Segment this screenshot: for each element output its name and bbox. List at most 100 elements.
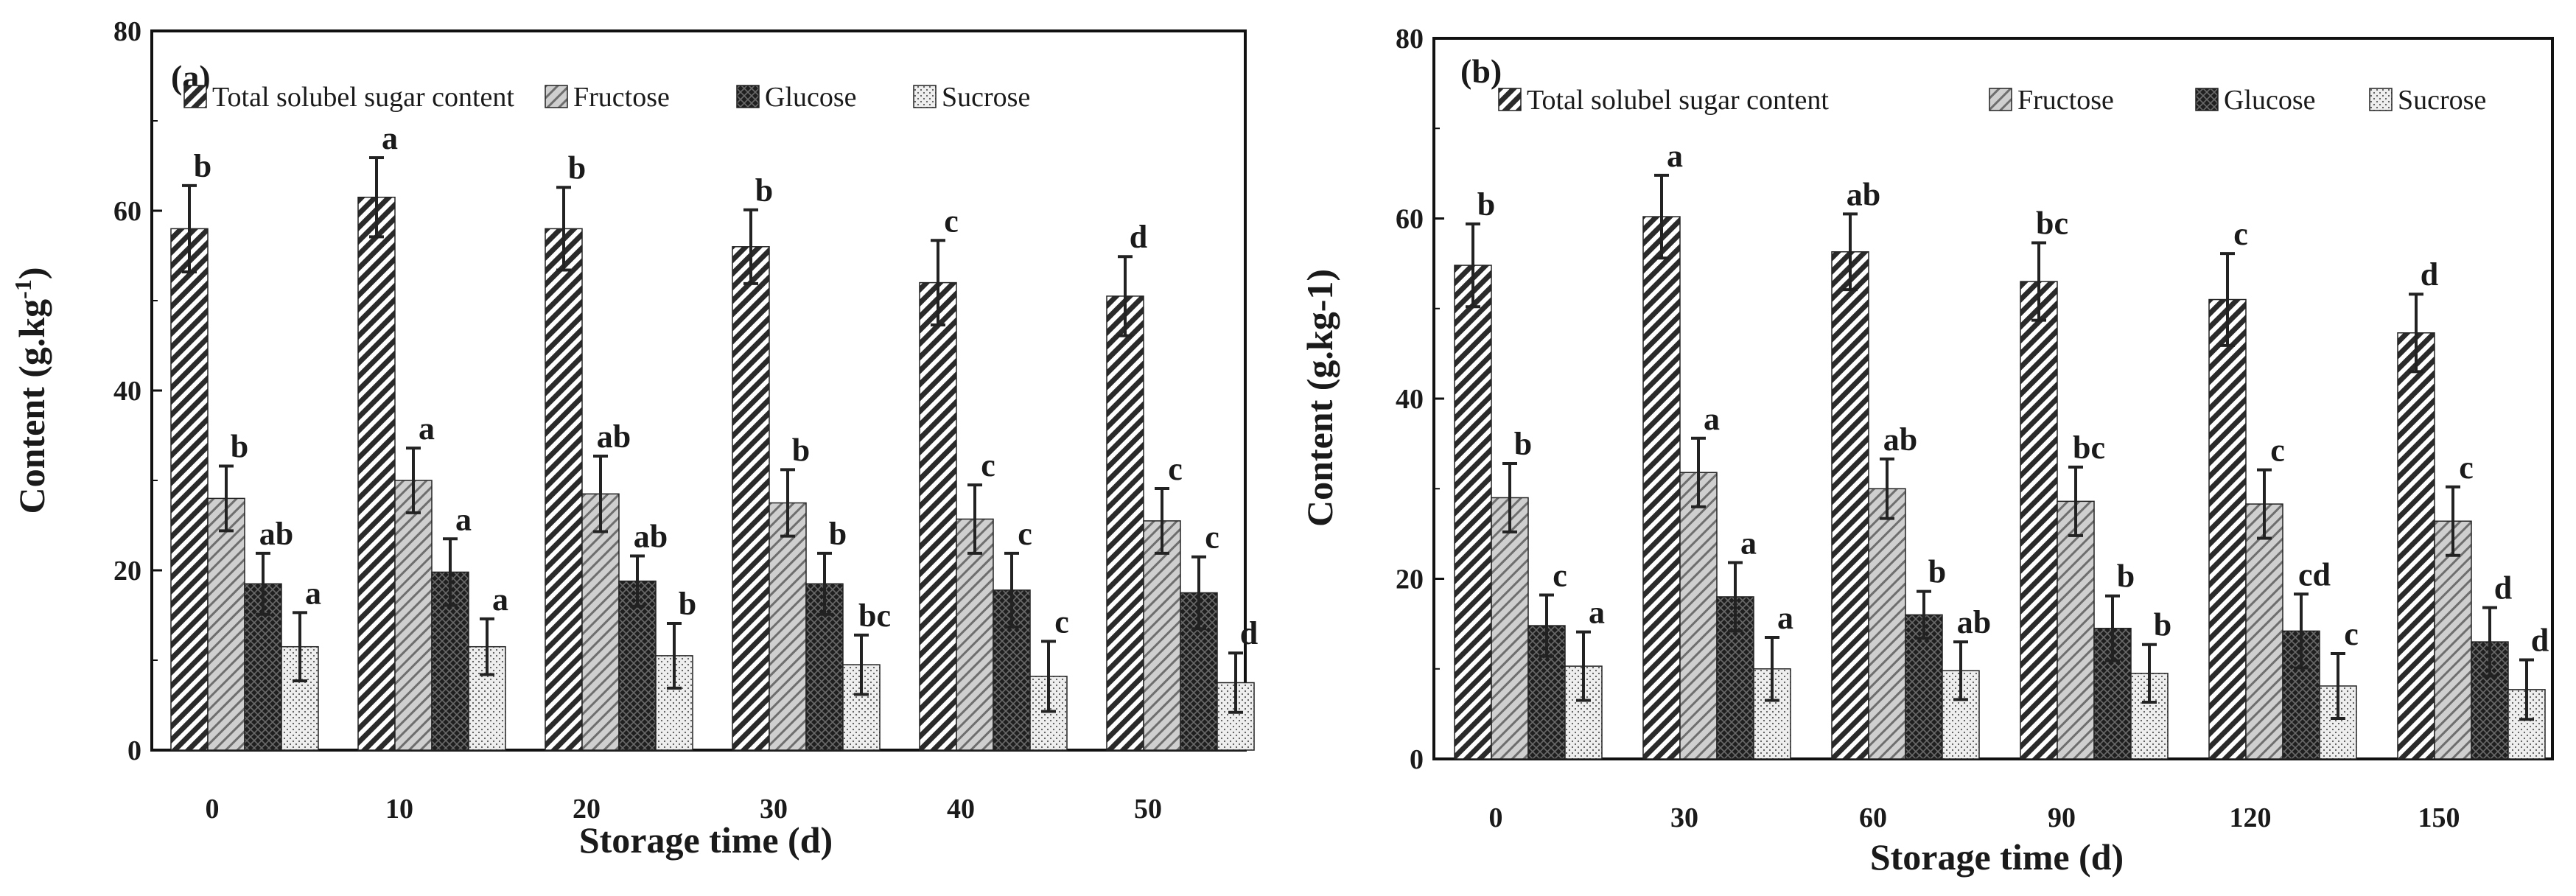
- y-tick-label: 0: [1410, 744, 1424, 775]
- legend-item-sucrose: Sucrose: [2369, 85, 2486, 116]
- bar-total: [170, 228, 209, 751]
- significance-letter: b: [1514, 426, 1532, 462]
- significance-letter: ab: [634, 518, 668, 554]
- significance-letter: b: [792, 432, 810, 468]
- bar-total: [2020, 281, 2058, 760]
- bar-fructose: [2434, 520, 2472, 760]
- bar-total: [1831, 251, 1869, 760]
- significance-letter: c: [1168, 451, 1183, 487]
- significance-letter: d: [2531, 623, 2549, 659]
- bar-total: [919, 281, 957, 751]
- bar-group-10: a a a a: [357, 120, 508, 751]
- significance-letter: b: [1928, 554, 1946, 590]
- significance-letter: a: [419, 410, 435, 447]
- significance-letter: b: [568, 150, 586, 186]
- significance-letter: ab: [1883, 421, 1917, 458]
- bar-group-30: a a a a: [1642, 138, 1793, 760]
- bar-total: [732, 246, 770, 751]
- significance-letter: ab: [1847, 176, 1880, 212]
- significance-letter: c: [2270, 433, 2285, 469]
- y-axis-ticks: 0 20 40 60 80: [113, 16, 162, 766]
- x-tick-label: 0: [1489, 802, 1503, 833]
- significance-letter: c: [2344, 616, 2359, 652]
- x-tick-label: 30: [1670, 802, 1698, 833]
- significance-letter: a: [1667, 138, 1683, 174]
- plot-frame: [1432, 37, 2554, 760]
- x-axis-label: Storage time (d): [1870, 836, 2124, 878]
- bar-fructose: [1868, 488, 1906, 760]
- legend-item-total: Total solubel sugar content: [183, 82, 514, 113]
- bar-group-0: b b ca: [1454, 186, 1605, 760]
- bar-fructose: [394, 480, 433, 751]
- significance-letter: d: [2421, 256, 2438, 293]
- legend-label: Sucrose: [942, 82, 1030, 113]
- x-tick-label: 90: [2048, 802, 2076, 833]
- significance-letter: c: [2459, 449, 2474, 486]
- bar-sucrose: [2319, 685, 2357, 760]
- y-tick-label: 40: [113, 376, 141, 407]
- legend-item-glucose: Glucose: [736, 82, 857, 113]
- significance-letter: ab: [1957, 604, 1991, 640]
- y-tick-label: 60: [1396, 204, 1424, 235]
- legend-label: Total solubel sugar content: [1527, 85, 1829, 116]
- significance-letter: a: [382, 120, 398, 156]
- bar-fructose: [1679, 472, 1718, 760]
- legend-swatch: [2369, 88, 2393, 111]
- legend-swatch: [913, 85, 937, 108]
- bar-total: [2397, 332, 2435, 760]
- significance-letter: c: [1205, 519, 1219, 556]
- significance-letter: bc: [858, 598, 891, 634]
- y-tick-label: 60: [113, 196, 141, 227]
- chart-panel-a: (a) Total solubel sugar content Fructose G…: [10, 16, 1258, 861]
- significance-letter: c: [1553, 558, 1567, 594]
- panel-label: (b): [1460, 52, 1502, 90]
- legend-label: Total solubel sugar content: [212, 82, 514, 113]
- y-tick-label: 80: [1396, 24, 1424, 55]
- significance-letter: d: [2494, 570, 2512, 606]
- legend-item-total: Total solubel sugar content: [1498, 85, 1829, 116]
- x-tick-label: 10: [385, 794, 413, 825]
- significance-letter: bc: [2036, 206, 2068, 242]
- bar-glucose: [618, 580, 657, 751]
- significance-letter: b: [829, 516, 847, 552]
- bar-group-50: d cc d: [1106, 219, 1258, 751]
- significance-letter: d: [1130, 219, 1147, 255]
- bar-total: [1642, 216, 1681, 760]
- legend: Total solubel sugar content Fructose Gluco…: [183, 82, 1030, 113]
- significance-letter: b: [2117, 559, 2135, 595]
- significance-letter: b: [2154, 607, 2171, 643]
- x-tick-label: 20: [573, 794, 601, 825]
- significance-letter: c: [944, 203, 959, 239]
- legend-label: Fructose: [2017, 85, 2114, 116]
- significance-letter: a: [1704, 401, 1720, 437]
- legend-swatch: [545, 85, 568, 108]
- x-tick-label: 60: [1859, 802, 1887, 833]
- significance-letter: d: [1240, 615, 1258, 651]
- legend-swatch: [2195, 88, 2219, 111]
- significance-letter: b: [194, 148, 211, 184]
- significance-letter: c: [2233, 216, 2248, 252]
- plot-frame: [150, 29, 1247, 752]
- legend-label: Sucrose: [2398, 85, 2486, 116]
- x-tick-label: 50: [1134, 794, 1162, 825]
- bar-fructose: [2245, 503, 2283, 760]
- bar-total: [1106, 295, 1144, 751]
- significance-letter: a: [1740, 525, 1757, 561]
- significance-letter: b: [1477, 186, 1495, 223]
- legend-label: Glucose: [2224, 85, 2316, 116]
- y-axis-label: Content (g.kg-1): [1299, 269, 1340, 527]
- bar-group-90: bc bc bb: [2020, 206, 2171, 760]
- significance-letter: a: [492, 581, 508, 617]
- y-tick-label: 80: [113, 16, 141, 47]
- bar-total: [2208, 298, 2247, 760]
- x-tick-label: 120: [2230, 802, 2272, 833]
- x-axis-label: Storage time (d): [579, 819, 833, 861]
- y-axis-label: Content (g.kg-1): [10, 267, 52, 514]
- significance-letter: c: [981, 447, 995, 483]
- legend-item-fructose: Fructose: [545, 82, 670, 113]
